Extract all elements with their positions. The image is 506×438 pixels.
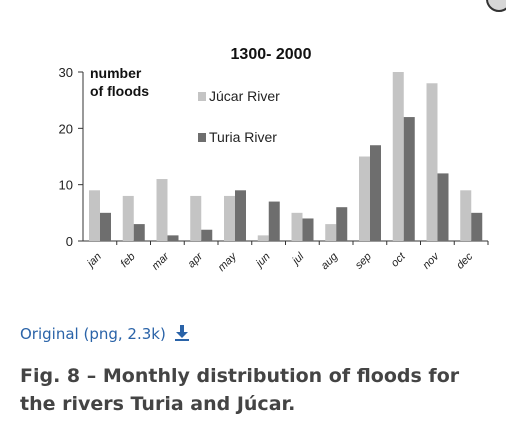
x-tick-label: apr <box>186 250 207 271</box>
original-image-link[interactable]: Original (png, 2.3k) <box>20 325 189 343</box>
legend-swatch <box>198 92 206 101</box>
y-tick-label: 0 <box>66 234 73 249</box>
x-tick-label: sep <box>353 251 374 272</box>
x-tick-label: oct <box>389 250 409 270</box>
y-axis-title-line: number <box>90 65 142 81</box>
legend-label: Turia River <box>209 129 277 145</box>
bar-j-car-rivernov <box>426 83 438 241</box>
download-arrow-icon <box>174 325 189 341</box>
y-tick-label: 20 <box>59 121 73 136</box>
chart-title: 1300- 2000 <box>231 46 312 63</box>
flood-chart: 0 10 20 30 jan feb mar apr may jun jul aug sep oct nov… <box>59 46 489 274</box>
bar-turia-riverapr <box>201 229 213 241</box>
x-tick-label: may <box>216 250 240 274</box>
x-tick-label: dec <box>454 250 475 271</box>
y-axis-title-line: of floods <box>90 83 149 99</box>
figure-caption: Fig. 8 – Monthly distribution of floods … <box>20 365 460 415</box>
x-tick-label: jun <box>252 251 272 271</box>
x-tick-label: mar <box>150 250 173 273</box>
bar-turia-riversep <box>370 145 381 241</box>
x-tick-label: jan <box>84 251 104 271</box>
legend-label: Júcar River <box>209 88 280 104</box>
legend-swatch <box>198 133 206 142</box>
bar-j-car-rivermar <box>156 179 168 241</box>
bar-j-car-riverjan <box>89 190 100 241</box>
x-tick-label: feb <box>118 251 137 270</box>
bar-j-car-riversep <box>359 156 370 241</box>
bar-turia-riveroct <box>403 117 415 241</box>
bar-j-car-riverjul <box>291 212 303 241</box>
chart-figure[interactable]: 0 10 20 30 jan feb mar apr may jun jul aug sep oct nov… <box>14 30 504 295</box>
bar-turia-rivernov <box>437 173 449 241</box>
bar-j-car-rivermay <box>224 195 235 241</box>
bar-turia-rivermay <box>235 190 246 241</box>
x-tick-label: aug <box>319 250 341 272</box>
bar-turia-riverdec <box>471 212 483 241</box>
bar-turia-riverfeb <box>133 224 145 241</box>
x-tick-label: jul <box>289 250 307 268</box>
bar-j-car-riverfeb <box>122 195 134 241</box>
bar-j-car-riverdec <box>460 190 472 241</box>
bar-turia-rivermar <box>167 235 179 241</box>
bar-turia-riverjun <box>268 201 280 241</box>
x-tick-label: nov <box>420 250 442 272</box>
bar-turia-riverjul <box>302 218 314 241</box>
y-tick-label: 30 <box>59 65 73 80</box>
bar-turia-riveraug <box>336 207 348 241</box>
bar-j-car-riveraug <box>325 224 337 241</box>
corner-badge-icon <box>486 0 506 12</box>
bar-j-car-riverjun <box>257 235 269 241</box>
bar-turia-riverjan <box>100 212 111 241</box>
bar-j-car-riveroct <box>392 72 404 241</box>
bar-j-car-riverapr <box>190 195 202 241</box>
original-link-label: Original (png, 2.3k) <box>20 325 166 343</box>
y-tick-label: 10 <box>59 178 73 193</box>
